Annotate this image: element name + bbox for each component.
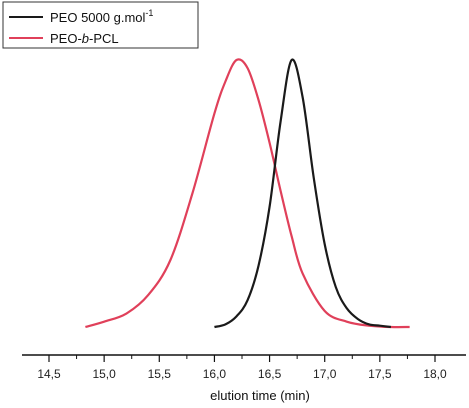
series-line-peo	[214, 58, 392, 329]
x-tick-label: 16,5	[258, 367, 282, 381]
x-axis-title: elution time (min)	[210, 388, 310, 403]
x-axis-tick-labels: 14,5 15,0 15,5 16,0 16,5 17,0 17,5 18,0	[37, 367, 447, 381]
x-tick-label: 17,5	[368, 367, 392, 381]
x-axis-ticks	[48, 355, 436, 362]
x-tick-label: 16,0	[203, 367, 227, 381]
legend-label-peo-b-pcl: PEO-b-PCL	[50, 31, 119, 46]
x-tick-label: 15,0	[92, 367, 116, 381]
legend: PEO 5000 g.mol-1 PEO-b-PCL	[2, 1, 199, 49]
x-tick-label: 17,0	[313, 367, 337, 381]
legend-box	[2, 1, 199, 49]
legend-label-peo: PEO 5000 g.mol-1	[50, 8, 153, 25]
series-line-peo-b-pcl	[85, 58, 410, 329]
x-tick-label: 14,5	[37, 367, 61, 381]
x-tick-label: 15,5	[148, 367, 172, 381]
series-layer	[85, 58, 410, 329]
x-tick-label: 18,0	[423, 367, 447, 381]
